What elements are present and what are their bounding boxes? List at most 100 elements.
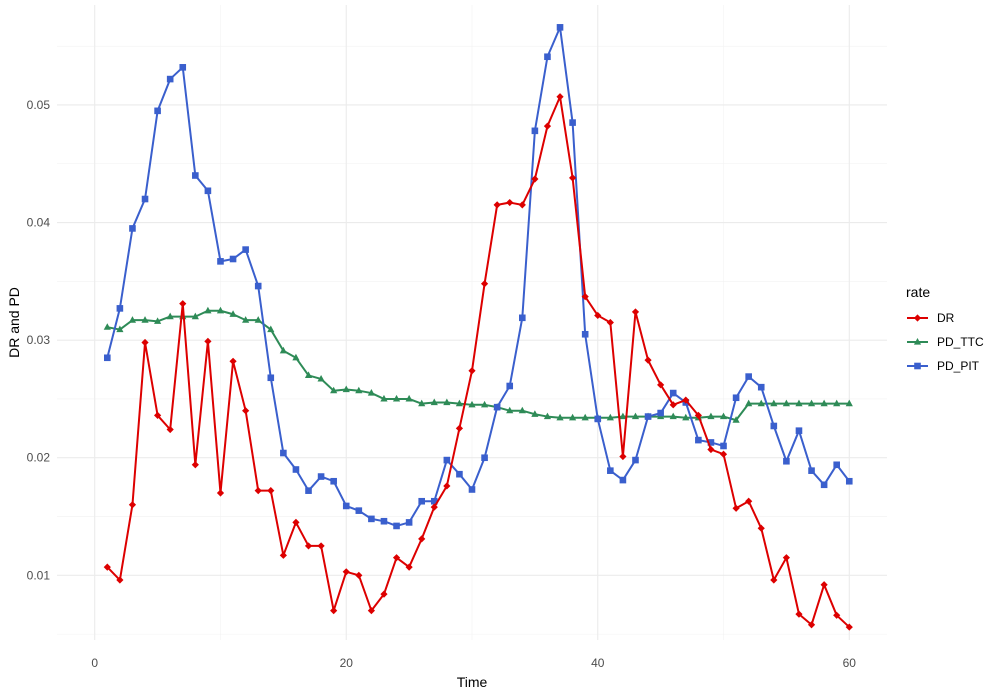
data-point [820,581,828,589]
tick-labels: 0 20 40 60 0.01 0.02 0.03 0.04 0.05 [27,98,857,670]
data-point [116,305,124,312]
data-point [506,382,514,390]
data-point [380,517,388,525]
data-point [128,316,137,323]
data-point [242,316,250,323]
data-point [304,371,313,379]
legend-label: DR [937,311,955,325]
data-point [242,246,249,253]
data-point [317,542,325,550]
data-point [581,413,589,421]
data-point [833,461,840,469]
data-point [506,198,514,207]
data-point [392,394,401,402]
x-tick-label: 20 [340,656,354,670]
data-point [141,195,149,203]
data-point [481,454,488,462]
data-point [606,318,614,327]
data-point [694,411,702,419]
data-point [418,399,426,407]
data-point [493,403,501,411]
series-lines [103,24,853,631]
data-point [569,174,577,182]
data-point [456,470,463,478]
data-point [405,563,413,571]
data-point [455,424,464,432]
data-point [380,394,388,402]
data-point [543,122,552,130]
data-point [493,201,501,209]
data-point [204,187,212,195]
data-point [418,497,425,505]
data-point [669,401,677,409]
data-point [330,607,338,615]
data-point [292,353,300,361]
data-point [619,412,627,420]
data-point [355,507,363,514]
data-point [254,282,262,290]
data-point [543,412,552,420]
series-line [106,26,851,527]
data-point [480,280,489,288]
data-point [305,487,312,494]
x-axis-title: Time [457,674,488,690]
data-point [820,399,828,407]
data-point [581,330,589,338]
legend-item: PD_TTC [907,335,984,349]
data-point [191,461,199,469]
data-point [644,413,652,420]
data-point [216,306,225,314]
data-point [581,293,589,301]
legend-label: PD_PIT [937,359,980,373]
data-point [418,535,426,543]
data-point [518,406,526,414]
data-point [292,518,300,527]
data-point [342,568,350,576]
data-point [795,427,803,434]
data-point [480,400,489,408]
data-point [129,225,136,232]
data-point [594,415,602,423]
data-point [405,394,413,402]
legend-item: DR [907,311,955,325]
data-point [531,410,539,417]
data-point [330,386,338,394]
data-point [443,398,451,406]
data-point [116,325,124,333]
series-pd-pit [104,24,853,530]
data-point [405,519,413,526]
data-point [154,107,161,115]
data-point [367,607,375,615]
data-point [154,317,162,324]
data-point [128,501,137,509]
data-point [116,576,124,584]
data-point [770,399,778,407]
x-tick-label: 0 [91,656,98,670]
data-point [669,412,677,420]
y-axis-title: DR and PD [6,287,22,358]
y-tick-label: 0.02 [27,451,51,465]
data-point [317,374,325,382]
data-point [141,338,149,347]
data-point [179,64,187,71]
series-line [106,95,850,628]
data-point [342,385,350,393]
data-point [820,481,828,489]
data-point [103,563,111,571]
data-point [254,487,262,495]
y-tick-label: 0.04 [27,216,51,230]
data-point [782,399,790,407]
data-point [430,503,438,511]
data-point [845,477,853,485]
data-point [367,389,375,396]
data-point [141,316,149,323]
data-point [607,467,614,474]
data-point [217,258,224,265]
data-point [166,312,174,320]
data-point [342,502,350,510]
data-point [443,482,451,490]
legend: rate DR PD_TTC PD_PIT [906,284,984,373]
data-point [833,611,841,619]
data-point [544,53,551,61]
data-point [506,406,514,414]
